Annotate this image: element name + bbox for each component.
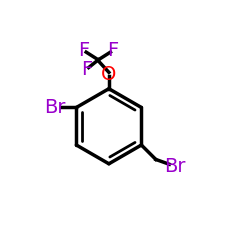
Text: F: F	[107, 41, 118, 60]
Text: Br: Br	[44, 98, 66, 117]
Text: F: F	[81, 60, 92, 78]
Text: Br: Br	[164, 157, 186, 176]
Text: F: F	[78, 41, 90, 60]
Text: O: O	[101, 65, 116, 84]
